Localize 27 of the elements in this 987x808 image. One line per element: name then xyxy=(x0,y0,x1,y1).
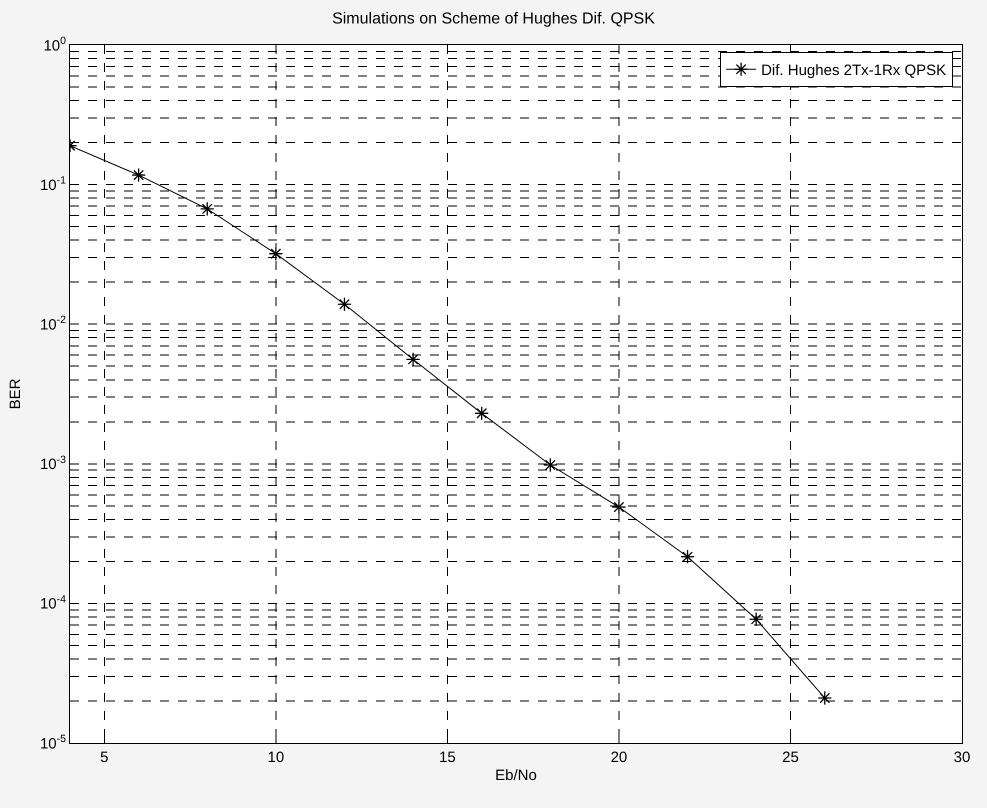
y-tick-label: 10$^{-1}$ xyxy=(40,174,66,194)
chart-title: Simulations on Scheme of Hughes Dif. QPSK xyxy=(332,10,656,28)
x-tick-label: 10 xyxy=(268,749,284,766)
x-tick-label: 25 xyxy=(782,749,799,766)
point xyxy=(818,690,832,706)
point xyxy=(200,202,214,216)
point xyxy=(406,352,420,367)
point xyxy=(680,549,695,564)
y-tick-label: 10$^{-3}$ xyxy=(40,454,66,474)
y-axis-title: BER xyxy=(7,378,24,410)
y-tick-label: 10$^{-2}$ xyxy=(40,314,66,334)
point xyxy=(474,406,489,421)
legend-label: Dif. Hughes 2Tx-1Rx QPSK xyxy=(761,62,946,80)
x-tick-label: 5 xyxy=(100,749,108,766)
x-tick-label: 15 xyxy=(439,749,456,766)
y-tick-label: 10$^{0}$ xyxy=(43,34,66,54)
point xyxy=(543,458,558,472)
x-tick-label: 30 xyxy=(954,749,970,766)
x-tick-label: 20 xyxy=(610,749,628,766)
y-tick-label: 10$^{-5}$ xyxy=(40,732,66,752)
point xyxy=(748,612,764,626)
point xyxy=(337,296,352,312)
point xyxy=(131,168,146,182)
y-tick-label: 10$^{-4}$ xyxy=(40,593,66,613)
x-axis-title: Eb/No xyxy=(495,767,537,784)
point xyxy=(268,246,284,261)
point xyxy=(612,500,626,514)
